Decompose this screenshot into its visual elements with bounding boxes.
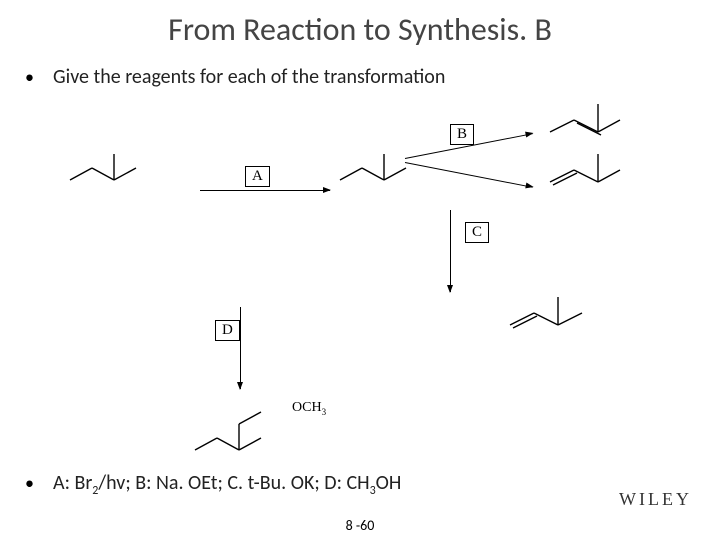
molecule-b-upper [550,110,630,150]
bullet-dot: • [25,470,53,496]
label-box-a: A [245,166,270,187]
molecule-intermediate [340,140,420,195]
page-number: 8 -60 [0,517,720,534]
molecule-d-product [195,410,295,465]
bullet-give-reagents: • Give the reagents for each of the tran… [25,64,695,90]
wiley-logo: WILEY [619,489,692,510]
molecule-start [70,140,150,195]
arrow-b-lower [405,162,533,188]
reaction-diagram: A B C D OCH3 [60,110,620,460]
bullet-dot: • [25,64,53,90]
arrow-a [200,190,330,191]
label-box-d: D [215,320,240,341]
answer-text: A: Br2/hv; B: Na. OEt; C. t-Bu. OK; D: C… [53,470,695,504]
arrow-c [450,210,451,292]
molecule-b-lower [550,160,630,200]
bullet-text: Give the reagents for each of the transf… [53,64,695,90]
bullet-answer: • A: Br2/hv; B: Na. OEt; C. t-Bu. OK; D:… [25,470,695,504]
och3-label: OCH3 [292,400,326,417]
page-title: From Reaction to Synthesis. B [60,10,660,49]
arrow-d [240,307,241,389]
label-box-c: C [465,222,489,243]
molecule-c-product [510,295,595,340]
label-box-b: B [450,124,474,145]
